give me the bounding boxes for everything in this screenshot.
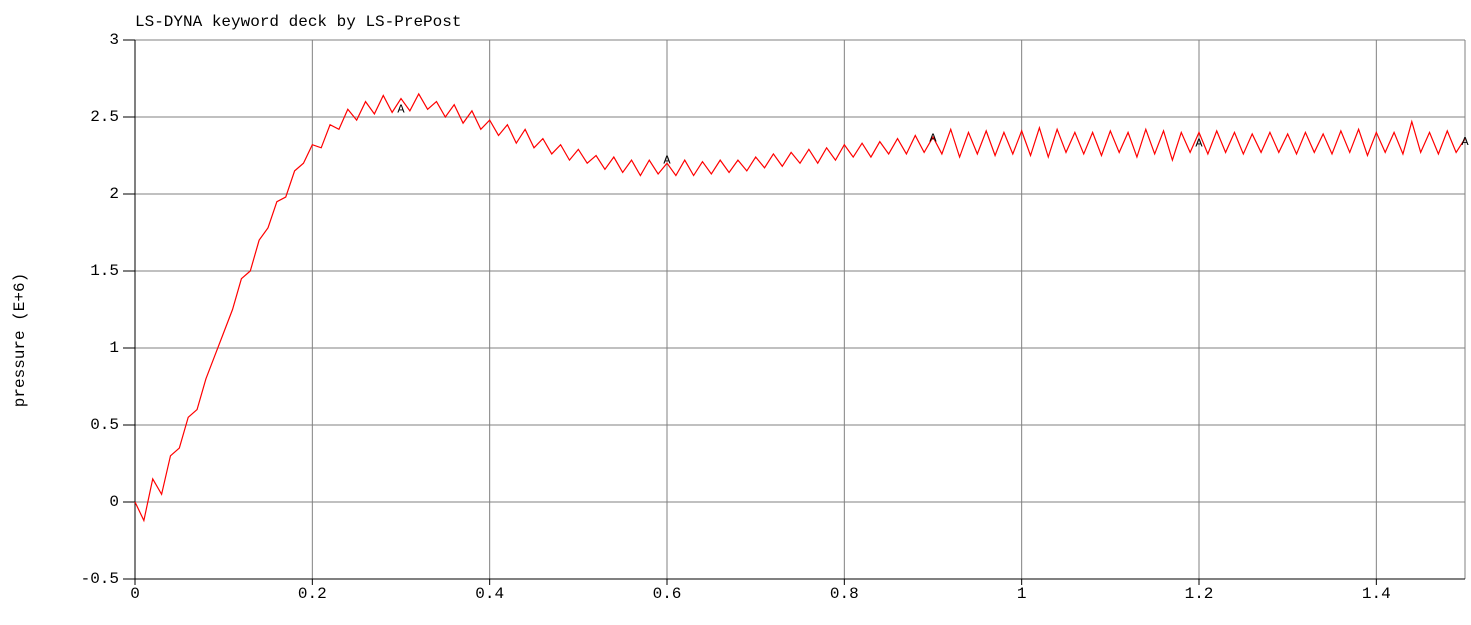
x-tick-label: 0.2	[298, 585, 327, 603]
x-tick-label: 0.4	[475, 585, 504, 603]
y-tick-label: 0	[109, 493, 119, 511]
x-tick-label: 0.6	[653, 585, 682, 603]
y-tick-label: 0.5	[90, 416, 119, 434]
y-axis-label: pressure (E+6)	[11, 273, 29, 407]
y-tick-label: 2	[109, 185, 119, 203]
y-tick-label: 1.5	[90, 262, 119, 280]
data-line	[134, 92, 1466, 523]
curve-marker: A	[397, 102, 405, 116]
x-tick-label: 0	[130, 585, 140, 603]
y-tick-label: -0.5	[81, 570, 119, 588]
curve-marker: A	[929, 132, 937, 146]
x-tick-label: 0.8	[830, 585, 859, 603]
y-tick-label: 1	[109, 339, 119, 357]
curve-marker: A	[1195, 136, 1203, 150]
chart-title: LS-DYNA keyword deck by LS-PrePost	[135, 13, 461, 31]
curve-marker: A	[663, 153, 671, 167]
x-tick-label: 1	[1017, 585, 1027, 603]
y-tick-label: 3	[109, 31, 119, 49]
x-tick-label: 1.4	[1362, 585, 1391, 603]
x-tick-label: 1.2	[1185, 585, 1214, 603]
curve-marker: A	[1461, 135, 1469, 149]
y-tick-label: 2.5	[90, 108, 119, 126]
